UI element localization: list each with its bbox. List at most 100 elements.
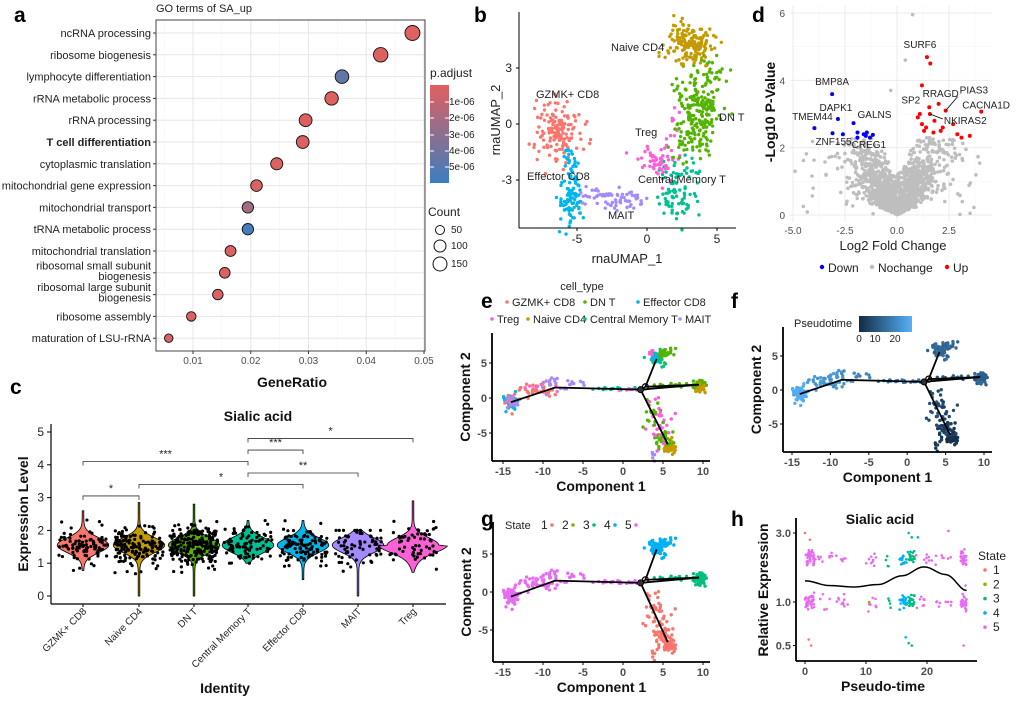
cell-point [696, 41, 701, 45]
cell-point [871, 596, 874, 600]
cell-point [680, 33, 685, 37]
expression-dot [291, 542, 295, 546]
cell-point [695, 108, 699, 113]
expression-dot [353, 544, 357, 548]
cell-point [945, 354, 949, 358]
cell-point [703, 118, 708, 122]
cell-point [625, 199, 630, 203]
expression-dot [60, 520, 64, 524]
expression-dot [428, 553, 432, 557]
cell-point [620, 192, 625, 197]
cell-point [696, 43, 701, 48]
expression-dot [193, 539, 198, 543]
significance-label: ** [299, 460, 308, 472]
cell-point [665, 423, 669, 427]
expression-dot [415, 555, 419, 559]
expression-dot [134, 545, 139, 549]
cell-point [702, 72, 706, 77]
gene-point-nochange [920, 192, 924, 197]
cell-point [837, 596, 840, 600]
gene-point-nochange [888, 173, 892, 178]
expression-dot [286, 529, 290, 533]
significance-bracket [82, 495, 140, 500]
cell-point [813, 558, 817, 561]
cell-point [668, 190, 672, 194]
expression-dot [213, 553, 217, 558]
cell-point [531, 580, 535, 584]
cell-point [691, 57, 695, 62]
gene-point-nochange [937, 155, 942, 160]
cell-point [719, 117, 723, 121]
cell-point [663, 175, 668, 180]
expression-dot [257, 539, 261, 543]
expression-dot [319, 521, 323, 525]
cell-point [553, 157, 558, 161]
cell-point [943, 412, 948, 416]
cell-point [668, 536, 673, 540]
cell-point [680, 228, 684, 232]
cell-point [947, 414, 951, 419]
gene-point-nochange [870, 182, 874, 187]
gene-point-nochange [859, 175, 864, 180]
cell-point [696, 388, 700, 393]
gene-point-nochange [933, 162, 937, 167]
term-label: ribosomal large subunit [37, 282, 151, 294]
cell-point [686, 140, 691, 145]
x-tick-label: -5 [864, 457, 874, 469]
expression-dot [128, 556, 132, 560]
y-tick-label: 4 [779, 76, 785, 87]
cell-point [666, 145, 670, 149]
cell-point [696, 582, 700, 586]
cell-point [835, 554, 838, 557]
expression-dot [427, 532, 431, 537]
cell-point [730, 112, 734, 116]
cell-point [572, 162, 577, 167]
expression-dot [193, 542, 197, 546]
gene-point-nochange [824, 173, 828, 177]
x-axis-title: Component 1 [843, 469, 933, 485]
cell-point [582, 576, 586, 580]
cell-point [693, 34, 698, 38]
cell-point [979, 371, 983, 375]
expression-dot [119, 540, 123, 544]
cell-point [698, 578, 702, 582]
expression-dot [299, 555, 303, 559]
expression-dot [134, 549, 138, 553]
cell-point [652, 603, 656, 608]
gene-point-nochange [879, 195, 883, 200]
cell-point [935, 443, 940, 447]
cell-point [656, 401, 660, 405]
expression-dot [283, 545, 287, 549]
cell-point [678, 173, 682, 177]
cell-point [683, 54, 687, 58]
expression-dot [204, 534, 208, 538]
cell-point [680, 16, 684, 21]
expression-dot [256, 555, 260, 559]
expression-dot [69, 526, 73, 530]
term-label: ncRNA processing [61, 28, 152, 40]
y-tick-label: 3 [505, 61, 512, 75]
cell-point [904, 603, 907, 606]
gene-point-nochange [865, 172, 870, 176]
cell-point [683, 143, 687, 148]
cell-point [928, 401, 932, 406]
cell-point [828, 556, 831, 559]
cell-point [676, 84, 680, 88]
cell-point [954, 346, 958, 350]
expression-dot [324, 550, 328, 555]
gene-point-nochange [823, 160, 827, 164]
cell-point [615, 193, 620, 197]
cell-point [541, 138, 546, 142]
cell-point [690, 37, 694, 41]
expression-dot [310, 539, 314, 543]
cell-point [840, 385, 844, 389]
cell-point [647, 540, 652, 545]
cell-point [658, 630, 662, 634]
expression-dot [251, 556, 255, 560]
expression-dot [337, 536, 342, 540]
cell-point [864, 561, 868, 565]
cell-point [677, 139, 682, 143]
gene-point-nochange [964, 147, 968, 152]
cell-point [931, 343, 935, 348]
expression-dot [414, 543, 418, 548]
